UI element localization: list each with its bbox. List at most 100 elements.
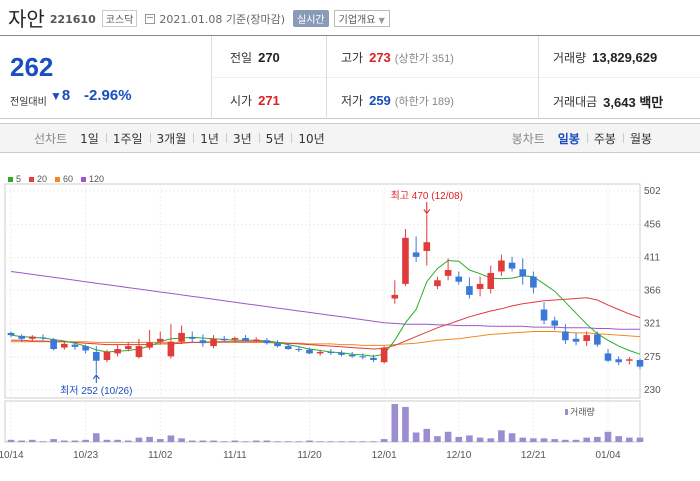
amount-cell: 거래대금 3,643 백만 bbox=[553, 92, 663, 111]
candle-body bbox=[39, 337, 47, 339]
candle-body bbox=[71, 344, 79, 347]
volume-bar bbox=[498, 430, 505, 442]
volume-bar bbox=[423, 428, 431, 442]
legend-ma60-label: 60 bbox=[63, 174, 74, 184]
tab-10y[interactable]: 10년 bbox=[291, 130, 331, 147]
diff-value: ▼8 bbox=[50, 87, 70, 104]
candle-body bbox=[540, 309, 548, 321]
legend-swatch bbox=[55, 176, 61, 182]
volume-bar bbox=[114, 439, 121, 442]
volume-bar bbox=[615, 436, 622, 442]
candle-body bbox=[210, 338, 217, 347]
candle-body bbox=[274, 343, 281, 347]
candle-body bbox=[82, 346, 89, 351]
tab-3m[interactable]: 3개월 bbox=[149, 130, 194, 147]
volume-bar bbox=[242, 441, 249, 442]
candle-body bbox=[359, 356, 367, 358]
candle-body bbox=[338, 352, 345, 355]
volume-bar bbox=[103, 439, 111, 442]
candle-body bbox=[295, 349, 303, 351]
volume-bar bbox=[487, 438, 495, 442]
candle-body bbox=[135, 346, 143, 358]
candle-body bbox=[114, 349, 121, 354]
base-date: 2021.01.08 기준(장마감) bbox=[159, 12, 286, 26]
candle-body bbox=[61, 343, 68, 348]
candle-body bbox=[562, 331, 569, 341]
volume-bar bbox=[551, 439, 559, 442]
volume-bar bbox=[562, 439, 569, 442]
candle-body bbox=[391, 294, 399, 299]
volume-label: 거래량 bbox=[553, 51, 587, 65]
volume-bar bbox=[199, 440, 207, 442]
volume-bar bbox=[594, 436, 601, 442]
x-tick-label: 12/01 bbox=[372, 450, 397, 461]
ma20-line bbox=[11, 297, 641, 350]
legend-ma20: 20 bbox=[29, 174, 47, 184]
volume-bar bbox=[156, 439, 164, 442]
upper-limit: (상한가 351) bbox=[394, 52, 454, 65]
x-tick-label: 11/02 bbox=[148, 450, 173, 461]
current-price: 262 bbox=[10, 52, 54, 82]
y-tick-label: 502 bbox=[644, 186, 661, 197]
stock-name: 자안 bbox=[8, 6, 45, 31]
volume-bar bbox=[39, 441, 47, 442]
tab-weekly[interactable]: 주봉 bbox=[586, 130, 623, 147]
y-tick-label: 456 bbox=[644, 220, 661, 231]
volume-bar bbox=[295, 441, 303, 442]
candle-body bbox=[508, 262, 516, 269]
volume-value: 13,829,629 bbox=[592, 50, 658, 65]
volume-bar bbox=[252, 440, 260, 442]
candle-body bbox=[434, 280, 441, 287]
down-triangle-icon: ▼ bbox=[50, 89, 62, 103]
x-tick-label: 12/10 bbox=[446, 450, 471, 461]
tab-3y[interactable]: 3년 bbox=[225, 130, 259, 147]
y-tick-label: 366 bbox=[644, 286, 661, 297]
candle-body bbox=[572, 338, 580, 342]
volume-bar bbox=[626, 437, 633, 442]
company-overview-button[interactable]: 기업개요 ▼ bbox=[333, 10, 390, 27]
tab-1w[interactable]: 1주일 bbox=[105, 130, 150, 147]
volume-legend-swatch bbox=[565, 409, 568, 415]
candle-body bbox=[156, 338, 164, 342]
lower-limit: (하한가 189) bbox=[394, 95, 454, 108]
volume-bar bbox=[338, 441, 345, 442]
tab-1y[interactable]: 1년 bbox=[193, 130, 226, 147]
candle-body bbox=[178, 332, 185, 342]
candle-body bbox=[242, 338, 249, 341]
volume-bar bbox=[466, 435, 473, 442]
low-annotation-arrowhead bbox=[92, 374, 100, 380]
candle-body bbox=[498, 260, 505, 272]
summary-column-divider bbox=[326, 36, 327, 119]
low-cell: 저가 259 (하한가 189) bbox=[341, 92, 454, 109]
price-summary: 262 전일대비 ▼8 -2.96% 전일 270 고가 273 (상한가 35… bbox=[0, 35, 700, 119]
tab-monthly[interactable]: 월봉 bbox=[622, 130, 659, 147]
market-badge: 코스닥 bbox=[101, 10, 138, 27]
candle-body bbox=[466, 286, 473, 295]
tab-5y[interactable]: 5년 bbox=[258, 130, 292, 147]
volume-bar bbox=[82, 439, 89, 442]
x-tick-label: 11/11 bbox=[223, 450, 247, 461]
candle-body bbox=[594, 334, 601, 345]
chart-period-tabs: 선차트 1일 1주일 3개월 1년 3년 5년 10년 봉차트 일봉 주봉 월봉 bbox=[0, 123, 700, 153]
tab-1d[interactable]: 1일 bbox=[80, 131, 99, 146]
candle-body bbox=[487, 272, 495, 290]
legend-ma120-label: 120 bbox=[89, 174, 105, 184]
prev-close-cell: 전일 270 bbox=[230, 49, 280, 66]
volume-bar bbox=[636, 437, 644, 442]
x-tick-label: 11/20 bbox=[297, 450, 322, 461]
ma60-line bbox=[11, 331, 641, 346]
volume-bar bbox=[274, 441, 281, 442]
candle-body bbox=[18, 335, 25, 339]
tab-daily[interactable]: 일봉 bbox=[557, 131, 580, 146]
candle-body bbox=[476, 283, 484, 290]
candle-body bbox=[370, 357, 377, 361]
open-label: 시가 bbox=[230, 94, 253, 108]
realtime-button[interactable]: 실시간 bbox=[293, 10, 329, 27]
volume-bar bbox=[583, 437, 590, 442]
volume-bar bbox=[508, 433, 516, 442]
volume-bar bbox=[316, 441, 324, 442]
line-chart-label: 선차트 bbox=[34, 131, 68, 146]
y-tick-label: 275 bbox=[644, 352, 661, 363]
volume-bar bbox=[50, 439, 57, 442]
